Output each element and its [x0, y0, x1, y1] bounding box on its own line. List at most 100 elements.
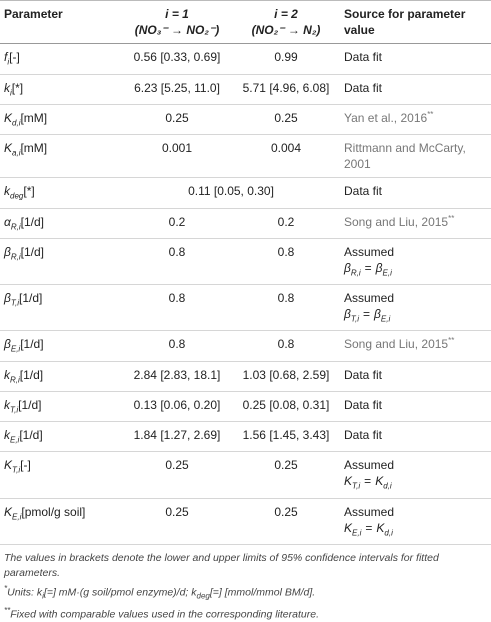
subscript: d,i [383, 481, 392, 491]
value-cell: 0.8 [122, 330, 232, 362]
parameter-cell: kdeg[*] [0, 177, 122, 209]
source-text: Song and Liu, 2015 [344, 214, 449, 229]
table-header: Parameter i = 1 (NO₃⁻ → NO₂⁻) i = 2 (NO₂⁻ → … [0, 0, 491, 45]
subscript: deg [10, 191, 24, 201]
source-cell: Data fit [340, 74, 491, 105]
footnote-text: [=] [mmol/mmol BM/d]. [209, 586, 316, 599]
unit: [-] [9, 50, 20, 65]
source-text: Data fit [344, 367, 383, 382]
value-cell: 0.25 [232, 104, 340, 135]
symbol: K [4, 458, 13, 473]
source-text: Data fit [344, 428, 383, 442]
unit: [1/d] [18, 397, 42, 412]
subscript: d,i [384, 528, 393, 538]
source-text: Assumed [344, 244, 395, 259]
footnote-text: The values in brackets denote the lower … [4, 551, 439, 579]
relation: = [364, 260, 372, 275]
source-cell: Data fit [340, 177, 491, 209]
table-row: fi[-] 0.56 [0.33, 0.69] 0.99 Data fit [0, 43, 491, 75]
source-text: Data fit [344, 184, 383, 199]
symbol: K [4, 504, 13, 519]
symbol: k [4, 397, 10, 412]
subscript: E,i [382, 268, 392, 278]
source-cell: Data fit [340, 361, 491, 392]
value-cell: 1.84 [1.27, 2.69] [122, 421, 232, 453]
symbol: β [4, 244, 11, 259]
source-text: Assumed [344, 458, 395, 473]
value-cell: 0.56 [0.33, 0.69] [122, 43, 232, 75]
value-cell: 0.25 [232, 451, 340, 499]
table-row: αR,i[1/d] 0.2 0.2 Song and Liu, 2015** [0, 208, 491, 239]
table-row: ki[*] 6.23 [5.25, 11.0] 5.71 [4.96, 6.08] D… [0, 74, 491, 105]
subscript: R,i [10, 375, 20, 385]
symbol: K [4, 140, 13, 155]
symbol: β [344, 260, 351, 275]
footnote-sup: * [4, 584, 8, 594]
table-row: KT,i[-] 0.25 0.25 Assumed KT,i = Kd,i [0, 451, 491, 499]
equation: βT,i = βE,i [344, 306, 487, 325]
parameter-cell: Kd,i[mM] [0, 104, 122, 135]
subscript: a,i [12, 148, 21, 158]
subscript: T,i [350, 314, 360, 324]
parameter-table: Parameter i = 1 (NO₃⁻ → NO₂⁻) i = 2 (NO₂⁻ → … [0, 0, 491, 545]
value-cell: 0.8 [232, 330, 340, 362]
source-cell: Assumed KE,i = Kd,i [340, 498, 491, 545]
unit: [*] [11, 80, 24, 95]
parameter-cell: kT,i[1/d] [0, 391, 122, 423]
parameter-cell: KT,i[-] [0, 451, 122, 499]
source-text: Data fit [344, 80, 383, 95]
source-cell: Assumed KT,i = Kd,i [340, 451, 491, 499]
footnote-text: Fixed with comparable values used in the… [10, 608, 319, 621]
symbol: K [344, 520, 353, 535]
subscript: d,i [12, 118, 21, 128]
subscript: E,i [380, 314, 391, 324]
value-cell: 0.2 [232, 208, 340, 239]
footnote-sub: deg [196, 591, 210, 601]
value-cell: 0.99 [232, 43, 340, 75]
value-cell: 0.2 [122, 208, 232, 239]
source-text: Rittmann and McCarty, 2001 [344, 140, 466, 172]
source-text: Assumed [344, 504, 395, 519]
table-row: kR,i[1/d] 2.84 [2.83, 18.1] 1.03 [0.68, 2.… [0, 361, 491, 392]
source-note: ** [427, 109, 434, 119]
footnote-text: [=] mM·(g soil/pmol enzyme)/d; k [43, 586, 197, 599]
value-cell: 0.001 [122, 134, 232, 179]
source-cell: Rittmann and McCarty, 2001 [340, 134, 491, 179]
equation: KT,i = Kd,i [344, 473, 487, 492]
symbol: k [4, 80, 10, 95]
table-row: kdeg[*] 0.11 [0.05, 0.30] Data fit [0, 177, 491, 209]
value-cell: 0.13 [0.06, 0.20] [122, 391, 232, 423]
value-cell: 2.84 [2.83, 18.1] [122, 361, 232, 392]
source-cell: Song and Liu, 2015** [340, 208, 491, 239]
case-label: i = 2 [274, 7, 298, 21]
parameter-cell: fi[-] [0, 43, 122, 75]
table-row: βE,i[1/d] 0.8 0.8 Song and Liu, 2015** [0, 330, 491, 362]
symbol: β [375, 260, 383, 275]
value-cell: 1.03 [0.68, 2.59] [232, 361, 340, 392]
symbol: α [4, 214, 11, 229]
unit: [1/d] [20, 214, 44, 229]
unit: [1/d] [19, 291, 43, 306]
source-cell: Yan et al., 2016** [340, 104, 491, 135]
equation: KE,i = Kd,i [344, 520, 487, 539]
parameter-cell: ki[*] [0, 74, 122, 105]
symbol: K [4, 110, 13, 125]
source-note: ** [448, 336, 455, 346]
reaction: (NO₃⁻ → NO₂⁻) [134, 23, 220, 38]
source-text: Yan et al., 2016 [344, 110, 428, 125]
subscript: E,i [10, 344, 21, 354]
value-cell: 5.71 [4.96, 6.08] [232, 74, 340, 105]
equation: βR,i = βE,i [344, 260, 487, 279]
relation: = [364, 474, 372, 489]
case-label: i = 1 [165, 7, 189, 21]
value-cell: 0.25 [122, 451, 232, 499]
subscript: i [10, 87, 12, 97]
relation: = [365, 520, 373, 535]
symbol: β [4, 337, 11, 352]
parameter-cell: kE,i[1/d] [0, 421, 122, 453]
source-text: Data fit [344, 397, 383, 412]
subscript: T,i [12, 465, 21, 475]
source-text: Assumed [344, 291, 395, 306]
header-parameter: Parameter [0, 0, 122, 45]
